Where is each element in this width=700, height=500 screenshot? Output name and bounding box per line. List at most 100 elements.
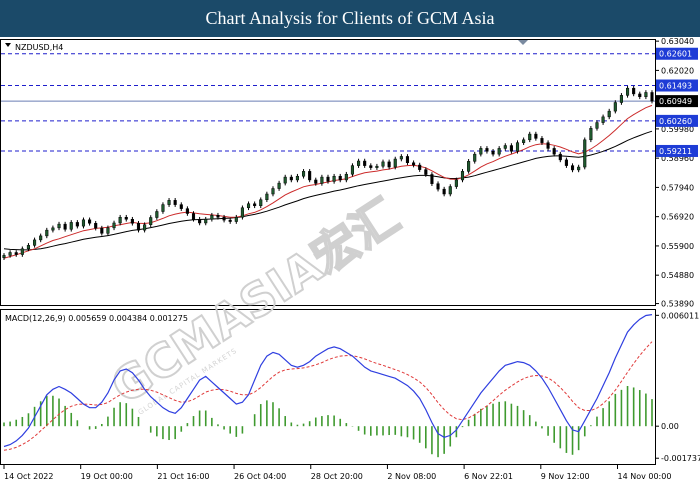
candle-body xyxy=(228,219,232,222)
candle-body xyxy=(112,222,116,229)
candle-body xyxy=(246,203,251,209)
candle-body xyxy=(8,252,12,256)
candle-body xyxy=(625,87,630,96)
candle-body xyxy=(558,153,562,161)
candle-body xyxy=(130,218,134,224)
price-axis-tick-label: 0.63040 xyxy=(661,37,694,46)
chart-header: Chart Analysis for Clients of GCM Asia xyxy=(0,0,700,37)
candle-body xyxy=(155,211,159,218)
candle-body xyxy=(271,188,275,195)
candle-body xyxy=(14,252,18,255)
candle-body xyxy=(595,122,599,129)
time-axis-tick-label: 26 Oct 04:00 xyxy=(234,472,286,481)
candle-body xyxy=(546,142,550,149)
candle-body xyxy=(240,207,244,218)
candle-body xyxy=(515,142,520,152)
macd-main-line xyxy=(3,314,653,448)
candle-body xyxy=(650,92,654,102)
macd-signal-line xyxy=(3,341,653,451)
candle-body xyxy=(51,227,55,231)
candle-body xyxy=(467,161,471,172)
price-axis-tick-label: 0.58960 xyxy=(661,154,694,163)
candle-body xyxy=(210,214,214,220)
dropdown-icon xyxy=(5,43,11,47)
candle-body xyxy=(88,219,92,224)
candle-body xyxy=(589,128,593,141)
candle-body xyxy=(522,139,526,143)
candle-body xyxy=(564,159,568,166)
candle-body xyxy=(198,218,202,224)
time-axis-tick-label: 6 Nov 22:01 xyxy=(464,472,513,481)
candle-body xyxy=(106,227,110,234)
price-axis-tick-label: 0.54880 xyxy=(661,271,694,280)
candle-body xyxy=(81,219,86,227)
time-axis-tick-label: 2 Nov 08:00 xyxy=(387,472,436,481)
main-pane-border xyxy=(0,39,656,306)
candle-body xyxy=(479,148,483,155)
macd-axis-tick-label: 0.006011 xyxy=(661,311,699,320)
candle-body xyxy=(259,199,263,207)
candle-body xyxy=(473,153,477,162)
candle-body xyxy=(570,165,575,171)
candle-body xyxy=(412,162,416,166)
price-axis-tick-label: 0.53890 xyxy=(661,300,694,309)
price-level-tag xyxy=(656,144,698,157)
chart-frame xyxy=(0,39,656,465)
candle-body xyxy=(179,204,183,209)
time-axis-tick-label: 21 Oct 16:00 xyxy=(157,472,209,481)
price-level-tag-label: 0.60260 xyxy=(659,117,692,126)
candle-body xyxy=(33,239,37,246)
time-axis-tick-label: 14 Nov 00:00 xyxy=(617,472,671,481)
candle-body xyxy=(369,165,373,168)
candle-body xyxy=(94,223,98,229)
candle-body xyxy=(332,175,336,182)
candle-body xyxy=(442,188,446,195)
candle-body xyxy=(185,208,189,214)
candle-body xyxy=(75,222,79,227)
candle-body xyxy=(118,216,122,224)
macd-axis-tick-label: 0.00 xyxy=(661,422,679,431)
candle-body xyxy=(338,175,342,181)
time-axis-tick-label: 28 Oct 20:00 xyxy=(311,472,363,481)
candle-body xyxy=(601,116,605,123)
moving-average-slow-line xyxy=(3,130,653,251)
candle-body xyxy=(491,151,495,155)
candle-body xyxy=(540,138,544,143)
candle-body xyxy=(26,245,31,250)
candle-body xyxy=(375,165,379,168)
candle-body xyxy=(344,173,348,181)
candle-body xyxy=(436,183,440,190)
candle-body xyxy=(39,235,43,241)
candle-body xyxy=(143,224,147,231)
candle-body xyxy=(460,171,465,181)
current-price-tag-label: 0.60949 xyxy=(659,97,692,106)
candle-body xyxy=(283,176,287,184)
candle-body xyxy=(430,174,434,184)
time-axis-tick-label: 19 Oct 00:00 xyxy=(81,472,133,481)
candle-body xyxy=(69,222,73,230)
header-title: Chart Analysis for Clients of GCM Asia xyxy=(205,8,495,28)
candle-body xyxy=(528,133,532,141)
candle-body xyxy=(173,200,177,205)
candle-body xyxy=(265,193,269,200)
candle-body xyxy=(222,216,226,221)
symbol-label: NZDUSD,H4 xyxy=(15,43,63,52)
time-axis-tick-label: 9 Nov 12:00 xyxy=(541,472,590,481)
candle-body xyxy=(100,227,104,234)
candle-body xyxy=(63,223,67,230)
shift-marker-icon xyxy=(518,40,528,45)
candle-body xyxy=(363,160,367,166)
candle-body xyxy=(289,176,293,181)
candle-body xyxy=(204,218,208,224)
candle-body xyxy=(57,223,61,229)
macd-axis-tick-label: -0.001737 xyxy=(661,454,700,463)
candle-body xyxy=(583,139,587,168)
candle-body xyxy=(448,186,452,195)
candle-body xyxy=(301,171,306,177)
chart-canvas: GCMASIA宏汇 GLOBAL CAPITAL MARKETS 0.63040… xyxy=(0,37,700,481)
candle-body xyxy=(497,148,501,155)
candle-body xyxy=(381,161,385,167)
candle-body xyxy=(577,166,581,171)
candle-body xyxy=(314,179,318,184)
candle-body xyxy=(167,200,171,205)
